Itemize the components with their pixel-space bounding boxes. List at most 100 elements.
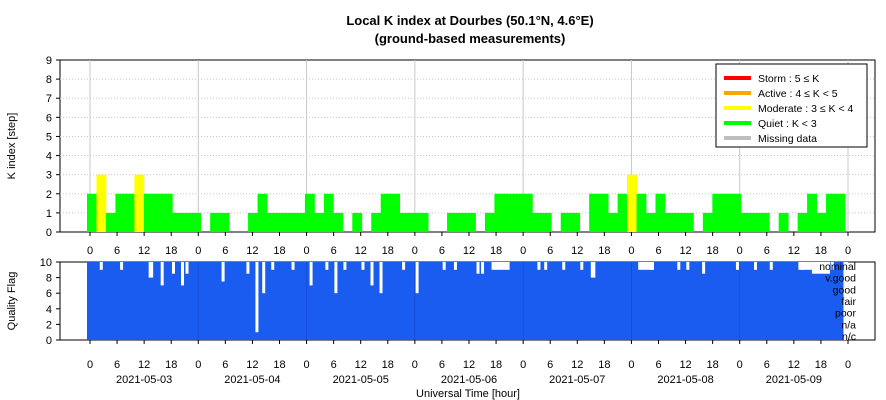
k-x-tick-label: 12: [571, 245, 583, 257]
k-x-tick-label: 18: [598, 245, 610, 257]
k-y-tick-label: 1: [46, 208, 52, 220]
q-x-tick-label: 12: [571, 359, 583, 371]
k-x-tick-label: 6: [439, 245, 445, 257]
quality-dip: [180, 262, 184, 286]
k-index-bar: [636, 193, 647, 232]
k-index-bar: [503, 193, 514, 232]
k-x-tick-label: 18: [815, 245, 827, 257]
quality-dip: [325, 262, 329, 270]
k-y-tick-label: 7: [46, 93, 52, 105]
q-x-tick-label: 0: [87, 359, 93, 371]
quality-y-ticks: 0 2 4 6 8 10: [40, 257, 60, 347]
q-y-tick-label: 0: [46, 335, 52, 347]
k-x-tick-label: 6: [547, 245, 553, 257]
quality-dip: [255, 262, 259, 333]
k-index-y-axis-label: K index [step]: [6, 113, 18, 180]
k-x-tick-label: 6: [764, 245, 770, 257]
k-x-tick-label: 0: [845, 245, 851, 257]
k-x-tick-label: 0: [737, 245, 743, 257]
k-y-tick-label: 8: [46, 74, 52, 86]
quality-level-label: v.good: [825, 273, 856, 285]
k-index-bar: [143, 193, 154, 232]
q-y-tick-label: 4: [46, 304, 52, 316]
quality-dip: [361, 262, 365, 270]
quality-dip: [171, 262, 175, 274]
k-index-bar: [522, 193, 533, 232]
k-index-bar: [664, 212, 675, 232]
k-index-bar: [750, 212, 761, 232]
k-index-bar: [96, 174, 107, 232]
q-x-tick-label: 18: [598, 359, 610, 371]
q-x-tick-label: 6: [114, 359, 120, 371]
k-index-bar: [181, 212, 192, 232]
quality-dip: [769, 262, 773, 270]
q-x-tick-label: 18: [490, 359, 502, 371]
quality-dip: [562, 262, 566, 270]
k-index-bar: [248, 212, 258, 232]
q-x-tick-label: 18: [382, 359, 394, 371]
legend: Storm : 5 ≤ K Active : 4 ≤ K < 5 Moderate …: [715, 63, 868, 148]
q-x-tick-label: 6: [764, 359, 770, 371]
quality-dip: [379, 262, 383, 294]
quality-dip: [343, 262, 347, 270]
k-x-tick-label: 12: [788, 245, 800, 257]
k-index-bar: [314, 212, 325, 232]
quality-y-axis-label: Quality Flag: [6, 272, 18, 331]
quality-bars: [87, 262, 848, 340]
quality-dip: [537, 262, 541, 270]
k-y-tick-label: 3: [46, 170, 52, 182]
quality-dip: [754, 262, 758, 270]
k-index-bar: [598, 193, 609, 232]
k-index-bar: [627, 174, 637, 232]
q-x-tick-label: 12: [788, 359, 800, 371]
quality-gap: [148, 262, 154, 278]
date-label: 2021-05-06: [441, 374, 497, 386]
k-index-bar: [484, 212, 495, 232]
k-index-bar: [778, 212, 789, 232]
legend-label: Missing data: [758, 133, 817, 145]
k-y-tick-label: 6: [46, 112, 52, 124]
q-x-tick-label: 0: [195, 359, 201, 371]
k-index-x-ticks: 0 6 12 18 0 6 12 18 0 6 12 18 0 6 12 18 0 6 12 18 0 6 12 18 0 6 12…: [87, 232, 851, 257]
k-x-tick-label: 18: [273, 245, 285, 257]
date-label: 2021-05-03: [116, 374, 172, 386]
quality-dip: [544, 262, 548, 270]
q-x-tick-label: 12: [679, 359, 691, 371]
quality-level-label: poor: [835, 308, 857, 320]
k-index-bar: [285, 212, 296, 232]
k-x-tick-label: 12: [138, 245, 150, 257]
q-y-tick-label: 6: [46, 288, 52, 300]
k-index-bar: [712, 193, 723, 232]
q-x-tick-label: 12: [138, 359, 150, 371]
quality-dip: [402, 262, 406, 270]
quality-dip: [291, 262, 295, 270]
q-y-tick-label: 8: [46, 273, 52, 285]
k-index-bar: [172, 212, 183, 232]
k-index-bar: [267, 212, 277, 232]
k-index-bar: [418, 212, 429, 232]
q-x-tick-label: 0: [845, 359, 851, 371]
quality-dip: [221, 262, 225, 282]
k-index-bar: [570, 212, 581, 232]
k-index-bar: [399, 212, 410, 232]
k-index-bar: [304, 193, 315, 232]
q-x-tick-label: 6: [655, 359, 661, 371]
k-index-bar: [513, 193, 524, 232]
quality-level-label: n/a: [841, 319, 856, 331]
k-index-bar: [759, 212, 770, 232]
date-label: 2021-05-05: [333, 374, 389, 386]
k-x-tick-label: 0: [87, 245, 93, 257]
quality-dip: [702, 262, 706, 274]
quality-dip: [370, 262, 374, 286]
quality-gap: [843, 262, 848, 340]
quality-dip: [677, 262, 681, 270]
k-x-tick-label: 0: [195, 245, 201, 257]
k-index-bar: [494, 193, 505, 232]
quality-level-label: good: [833, 284, 857, 296]
quality-level-label: fair: [841, 296, 856, 308]
k-index-bar: [466, 212, 476, 232]
k-index-bar: [390, 193, 401, 232]
k-index-bar: [683, 212, 694, 232]
quality-gap: [590, 262, 596, 278]
